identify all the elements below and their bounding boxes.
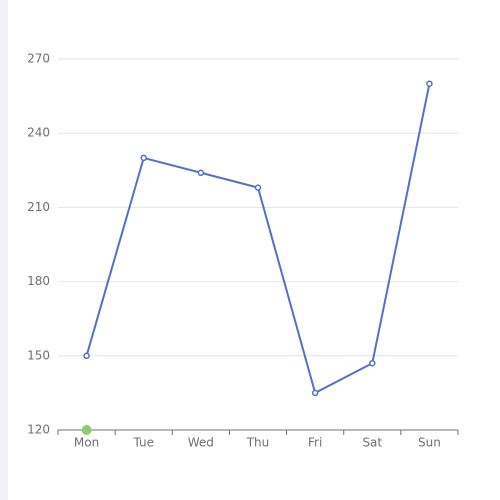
side-strip [0,0,8,500]
y-tick-label: 240 [27,126,50,140]
point [369,359,376,367]
x-tick-label: Sat [362,436,382,450]
line [85,83,431,395]
point [197,169,205,177]
x-tick-label: Thu [246,436,270,450]
y-tick-label: 210 [27,200,50,214]
point [426,80,433,87]
point [140,154,147,162]
point [83,352,90,360]
x-tick-label: Sun [418,436,441,450]
x-tick-label: Fri [308,436,322,450]
y-tick-label: 120 [27,423,50,437]
y-tick-label: 180 [27,274,50,288]
y-tick-label: 270 [27,52,50,66]
y-tick-label: 150 [27,348,50,362]
x-tick-label: Mon [74,436,99,450]
point [81,425,92,435]
point [254,184,262,191]
x-tick-label: Tue [132,436,154,450]
point [311,389,319,397]
x-tick-label: Wed [188,436,214,450]
